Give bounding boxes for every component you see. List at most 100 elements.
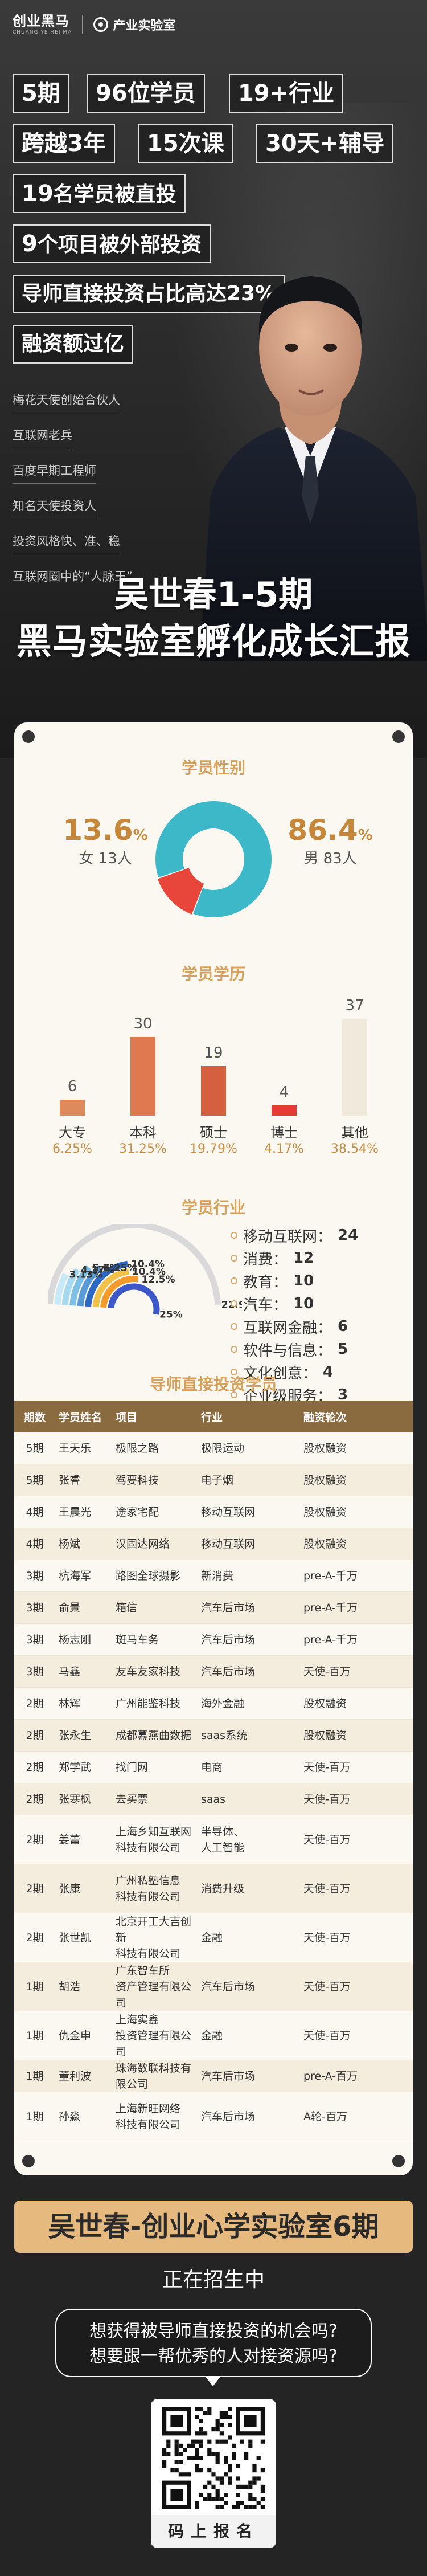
table-cell: 箱信 [116,1601,138,1614]
question-line-1: 想获得被导师直接投资的机会吗? [89,2321,338,2341]
education-category: 硕士 [200,1125,227,1141]
table-row: 2期 姜蕾 上海乡知互联网 科技有限公司 半导体、 人工智能 天使-百万 [14,1815,413,1864]
table-cell: 杭海军 [59,1569,92,1582]
highlight-mentor-ratio: 导师直接投资占比高达23% [13,275,285,313]
table-cell: 王晨光 [59,1505,92,1518]
table-cell: 张永生 [59,1729,92,1742]
male-label: 男 83人 [303,850,357,867]
table-cell: 极限之路 [116,1442,159,1455]
card-corner [392,730,405,743]
table-cell: 北京开工大吉创新 科技有限公司 [116,1915,192,1960]
industry-count: 12 [293,1250,314,1267]
industry-arc [77,1265,102,1307]
table-cell: 友车友家科技 [116,1665,181,1678]
education-bar-value: 4 [279,1083,289,1101]
table-cell: 2期 [26,1761,44,1774]
industry-legend-item: 汽车： 10 [231,1292,401,1315]
industry-legend: 移动互联网： 24 消费： 12 教育： 10 汽车： 10 互联网金融： 6 软件与信息： 5 文化创… [231,1224,401,1429]
table-cell: 移动互联网 [201,1537,256,1550]
industry-arc-label: 10.4% [131,1259,165,1270]
industry-count: 4 [323,1363,334,1381]
signup-qr-code[interactable] [151,2399,276,2548]
table-cell: 汉固达网络 [116,1537,170,1550]
table-cell: 2期 [26,1882,44,1895]
brand-logo: 创业黑马 CHUANG YE HEI MA [13,14,72,35]
stat-box-industries: 19+行业 [229,74,344,113]
table-cell: 林辉 [59,1697,81,1710]
highlight-number: 19 [22,181,54,207]
table-row: 2期 张寒枫 去买票 saas 天使-百万 [14,1783,413,1815]
legend-dot-icon [231,1346,237,1353]
table-row: 2期 张康 广州私塾信息 科技有限公司 消费升级 天使-百万 [14,1864,413,1913]
table-cell: 杨斌 [59,1537,81,1550]
table-cell: 天使-百万 [303,1665,351,1678]
table-cell: 途家宅配 [116,1505,159,1518]
card-corner [392,2155,405,2167]
table-cell: 成都慕燕曲数据 [116,1729,192,1742]
table-row: 1期 董利波 珠海数联科技有限公司 汽车后市场 pre-A-百万 [14,2060,413,2092]
table-cell: 2期 [26,1697,44,1710]
table-cell: 天使-百万 [303,1761,351,1774]
industry-arc-label: 5.2% [92,1263,119,1274]
table-cell: 移动互联网 [201,1505,256,1518]
table-cell: 上海新旺网络 科技有限公司 [116,2102,181,2131]
table-row: 2期 郑学武 找门网 电商 天使-百万 [14,1752,413,1783]
table-header-cell: 学员姓名 [59,1411,102,1424]
industry-arc [108,1283,160,1315]
table-row: 4期 王晨光 途家宅配 移动互联网 股权融资 [14,1496,413,1528]
education-percent: 19.79% [190,1142,237,1156]
gender-section-title: 学员性别 [181,758,245,777]
logo-bar: 创业黑马 CHUANG YE HEI MA 产业实验室 [13,14,175,35]
industry-arc-label: 25% [159,1309,183,1321]
legend-dot-icon [231,1300,237,1307]
table-cell: pre-A-千万 [303,1601,358,1614]
education-percent: 31.25% [119,1142,167,1156]
table-cell: 1期 [26,2069,44,2083]
qr-signup-label: 码上报名 [151,2515,276,2548]
industry-name: 汽车： [243,1296,288,1314]
table-cell: 天使-百万 [303,2029,351,2042]
table-cell: 4期 [26,1537,44,1550]
industry-legend-item: 软件与信息： 5 [231,1338,401,1361]
male-slice [155,801,272,917]
table-cell: 董利波 [59,2069,92,2083]
industry-count: 5 [338,1341,348,1358]
table-row: 5期 王天乐 极限之路 极限运动 股权融资 [14,1432,413,1464]
table-cell: 1期 [26,1980,44,1993]
education-bar [201,1065,226,1116]
table-cell: 杨志刚 [59,1633,92,1646]
brand-sub: CHUANG YE HEI MA [13,30,72,35]
table-cell: pre-A-千万 [303,1633,358,1646]
role-line: 百度早期工程师 [13,462,96,484]
report-card: 学员性别 13.6% 女 13人 86.4% 男 83人 学员学历 6 大专 6.2… [14,722,413,2175]
industry-arc [100,1276,139,1308]
stat-box-sessions: 5期 [13,74,69,113]
industry-arc-label: 10.4% [132,1267,166,1278]
industry-arc-chart: 25%12.5%10.4%10.4%6.25%5.2%4.17%3.13%22.… [48,1224,242,1321]
table-header-cell: 行业 [201,1411,223,1424]
industry-count: 24 [338,1227,359,1244]
mentor-portrait [199,276,427,661]
table-cell: 5期 [26,1442,44,1455]
table-cell: 上海乡知互联网 科技有限公司 [116,1825,192,1854]
table-cell: 广州能鉴科技 [116,1697,181,1710]
table-cell: 汽车后市场 [201,1980,256,1993]
table-cell: 汽车后市场 [201,1633,256,1646]
table-cell: 5期 [26,1473,44,1487]
legend-dot-icon [231,1277,237,1284]
table-cell: 3期 [26,1601,44,1614]
table-row: 1期 仇金申 上海实鑫 投资管理有限公司 金融 天使-百万 [14,2011,413,2060]
lab-icon [93,17,109,32]
table-cell: 3期 [26,1633,44,1646]
role-line: 投资风格快、准、稳 [13,532,120,554]
table-cell: 股权融资 [303,1442,347,1455]
table-cell: 海外金融 [201,1697,245,1710]
education-bar-value: 19 [204,1044,223,1062]
role-line: 互联网圈中的“人脉王” [13,570,133,583]
table-row: 3期 马鑫 友车友家科技 汽车后市场 天使-百万 [14,1656,413,1688]
table-cell: 金融 [201,1931,223,1944]
table-cell: 1期 [26,2029,44,2042]
highlight-text: 个项目被外部投资 [37,233,202,256]
industry-name: 移动互联网： [243,1228,332,1246]
industry-name: 软件与信息： [243,1342,332,1360]
